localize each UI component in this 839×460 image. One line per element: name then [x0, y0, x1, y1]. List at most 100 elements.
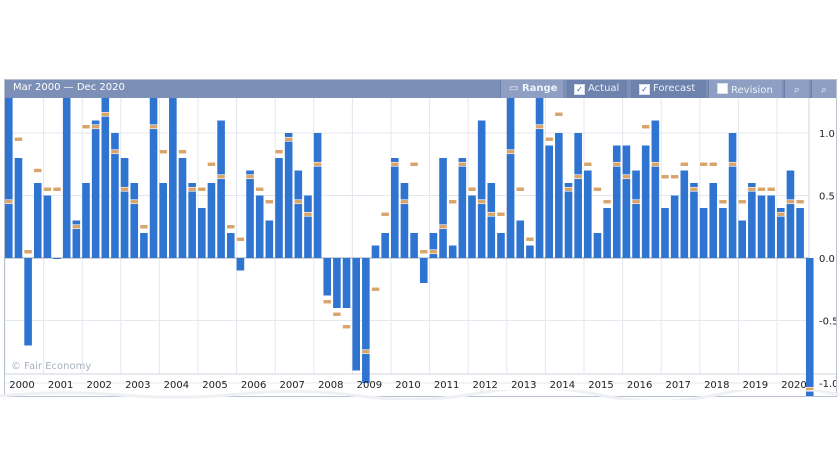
- actual-bar: [786, 170, 795, 258]
- actual-bar: [265, 220, 274, 258]
- actual-bar: [101, 98, 110, 258]
- bar-chart: 2.01.51.00.50.0-0.5-1.0-1.5-1.6200020012…: [5, 98, 836, 396]
- actual-toggle[interactable]: ✓ Actual: [567, 80, 627, 98]
- forecast-marker: [81, 124, 91, 130]
- forecast-marker: [245, 174, 255, 180]
- forecast-marker: [110, 149, 120, 155]
- actual-bar: [777, 208, 785, 258]
- forecast-marker: [400, 199, 409, 205]
- actual-bar: [767, 195, 775, 258]
- actual-bar: [526, 245, 534, 258]
- chart-toolbar: Mar 2000 — Dec 2020 ▭ Range ✓ Actual ✓ For…: [5, 80, 836, 98]
- forecast-marker: [486, 211, 496, 217]
- forecast-marker: [699, 161, 708, 167]
- forecast-marker: [72, 224, 81, 230]
- forecast-marker: [477, 199, 486, 205]
- chart-widget: Mar 2000 — Dec 2020 ▭ Range ✓ Actual ✓ For…: [4, 79, 837, 397]
- forecast-marker: [14, 136, 23, 142]
- forecast-marker: [708, 161, 718, 167]
- y-tick-label: 0.0: [819, 254, 835, 265]
- x-tick-label: 2012: [472, 380, 497, 391]
- checkbox-unchecked-icon[interactable]: [717, 83, 728, 94]
- actual-bar: [690, 183, 698, 258]
- actual-bar: [391, 158, 399, 258]
- actual-bar: [5, 98, 13, 258]
- actual-bar: [284, 133, 293, 258]
- x-tick-label: 2000: [9, 380, 34, 391]
- actual-bar: [584, 170, 592, 258]
- forecast-marker: [458, 161, 467, 167]
- forecast-marker: [178, 149, 187, 155]
- forecast-marker: [371, 286, 380, 292]
- y-tick-label: 1.0: [819, 129, 835, 140]
- x-tick-label: 2008: [318, 380, 343, 391]
- actual-bar: [294, 170, 303, 258]
- forecast-marker: [747, 186, 757, 192]
- actual-bar: [670, 195, 679, 258]
- revision-toggle[interactable]: Revision: [708, 80, 782, 98]
- forecast-marker: [651, 161, 660, 167]
- forecast-marker: [679, 161, 689, 167]
- actual-bar: [796, 208, 804, 258]
- actual-bar: [545, 145, 553, 258]
- x-tick-label: 2019: [743, 380, 768, 391]
- actual-bar: [458, 158, 467, 258]
- x-tick-label: 2005: [202, 380, 227, 391]
- actual-bar: [217, 120, 225, 258]
- range-button[interactable]: ▭ Range: [500, 80, 563, 98]
- forecast-toggle-label: Forecast: [653, 83, 696, 94]
- forecast-marker: [602, 199, 612, 205]
- actual-bar: [622, 145, 631, 258]
- actual-bar: [159, 183, 167, 258]
- actual-bar: [805, 258, 814, 396]
- actual-bar: [33, 183, 42, 258]
- checkbox-checked-icon[interactable]: ✓: [639, 84, 650, 95]
- x-tick-label: 2014: [550, 380, 575, 391]
- forecast-marker: [43, 186, 52, 192]
- forecast-marker: [438, 224, 448, 230]
- forecast-marker: [786, 199, 795, 205]
- forecast-marker: [293, 199, 303, 205]
- forecast-marker: [737, 199, 747, 205]
- forecast-marker: [332, 311, 342, 317]
- forecast-marker: [670, 174, 679, 180]
- forecast-marker: [139, 224, 149, 230]
- forecast-marker: [660, 174, 670, 180]
- forecast-marker: [313, 161, 322, 167]
- forecast-marker: [728, 161, 737, 167]
- actual-bar: [477, 120, 486, 258]
- actual-bar: [719, 208, 727, 258]
- x-tick-label: 2020: [781, 380, 806, 391]
- forecast-marker: [429, 249, 438, 255]
- actual-toggle-label: Actual: [588, 83, 620, 94]
- forecast-marker: [52, 186, 62, 192]
- forecast-marker: [303, 211, 313, 217]
- forecast-marker: [5, 199, 14, 205]
- actual-bar: [468, 195, 476, 258]
- actual-bar: [198, 208, 206, 258]
- actual-bar: [574, 133, 582, 258]
- actual-bar: [14, 158, 23, 258]
- revision-toggle-label: Revision: [731, 85, 773, 96]
- forecast-marker: [342, 324, 351, 330]
- actual-bar: [111, 133, 119, 258]
- watermark-text: © Fair Economy: [11, 361, 91, 372]
- forecast-marker: [197, 186, 207, 192]
- magnifier-icon[interactable]: ⌕: [784, 80, 809, 98]
- actual-bar: [304, 195, 312, 258]
- actual-bar: [188, 183, 196, 258]
- forecast-marker: [564, 186, 573, 192]
- actual-bar: [342, 258, 351, 308]
- actual-bar: [53, 258, 61, 259]
- forecast-toggle[interactable]: ✓ Forecast: [631, 80, 706, 98]
- forecast-marker: [766, 186, 776, 192]
- actual-bar: [400, 183, 409, 258]
- actual-bar: [748, 183, 756, 258]
- actual-bar: [226, 233, 235, 258]
- forecast-marker: [91, 124, 100, 130]
- checkbox-checked-icon[interactable]: ✓: [574, 84, 585, 95]
- calendar-icon: ▭: [509, 83, 519, 94]
- actual-bar: [506, 98, 515, 258]
- zoom-icon[interactable]: ⌕: [811, 80, 836, 98]
- forecast-marker: [236, 236, 245, 242]
